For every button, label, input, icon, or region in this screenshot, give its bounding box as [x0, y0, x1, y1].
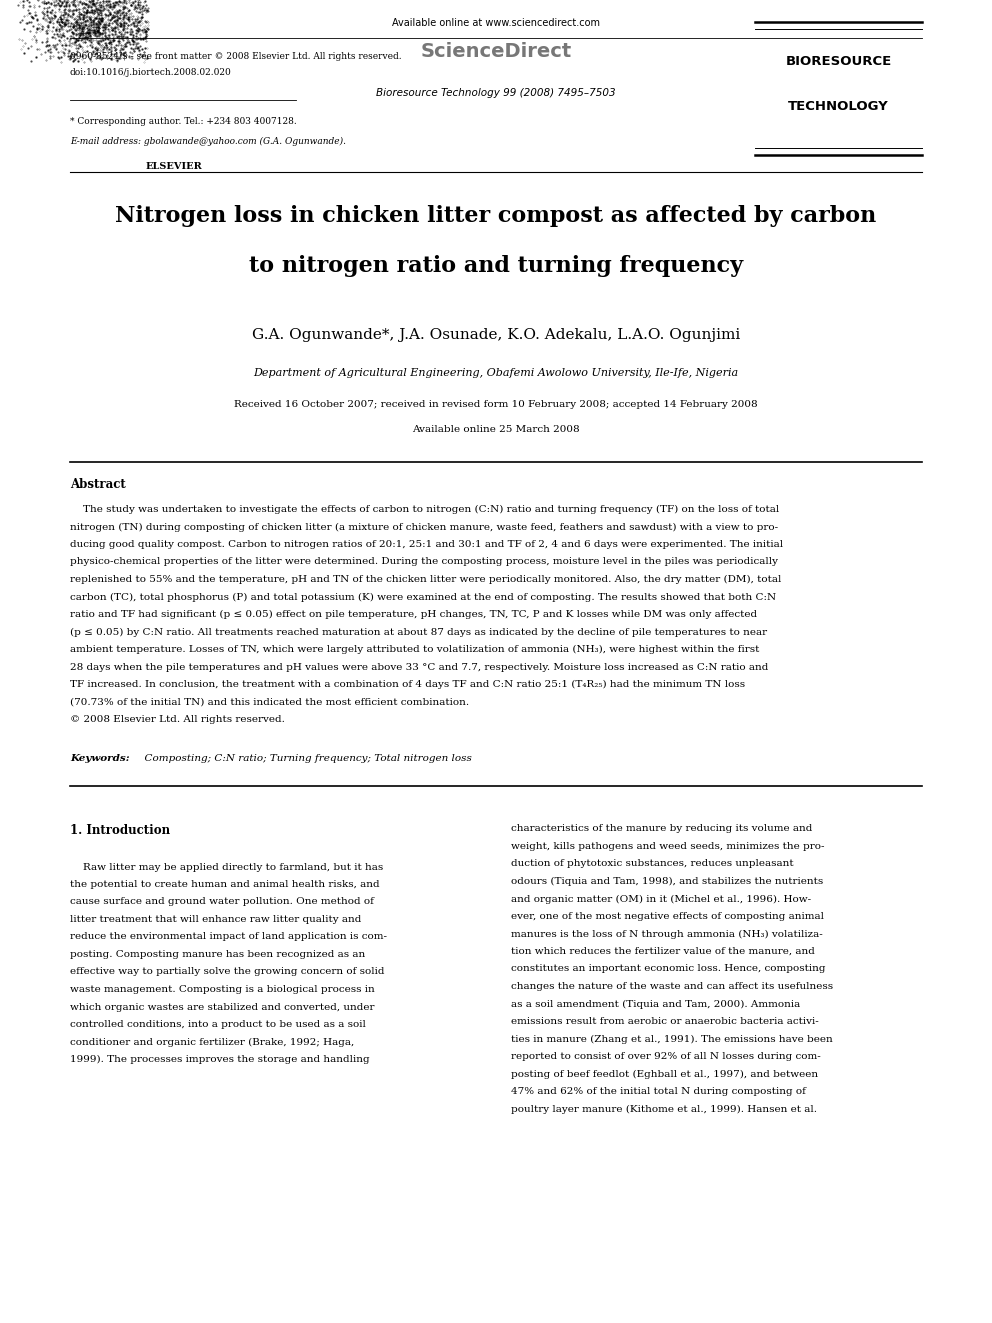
- Text: posting of beef feedlot (Eghball et al., 1997), and between: posting of beef feedlot (Eghball et al.,…: [511, 1069, 818, 1078]
- Text: ties in manure (Zhang et al., 1991). The emissions have been: ties in manure (Zhang et al., 1991). The…: [511, 1035, 832, 1044]
- Text: posting. Composting manure has been recognized as an: posting. Composting manure has been reco…: [70, 950, 365, 959]
- Text: 1999). The processes improves the storage and handling: 1999). The processes improves the storag…: [70, 1054, 370, 1064]
- Text: E-mail address: gbolawande@yahoo.com (G.A. Ogunwande).: E-mail address: gbolawande@yahoo.com (G.…: [70, 138, 346, 146]
- Text: carbon (TC), total phosphorus (P) and total potassium (K) were examined at the e: carbon (TC), total phosphorus (P) and to…: [70, 593, 776, 602]
- Text: controlled conditions, into a product to be used as a soil: controlled conditions, into a product to…: [70, 1020, 366, 1029]
- Text: 0960-8524/$ - see front matter © 2008 Elsevier Ltd. All rights reserved.: 0960-8524/$ - see front matter © 2008 El…: [70, 52, 402, 61]
- Text: litter treatment that will enhance raw litter quality and: litter treatment that will enhance raw l…: [70, 916, 361, 923]
- Text: replenished to 55% and the temperature, pH and TN of the chicken litter were per: replenished to 55% and the temperature, …: [70, 576, 782, 585]
- Text: TECHNOLOGY: TECHNOLOGY: [788, 101, 889, 112]
- Text: the potential to create human and animal health risks, and: the potential to create human and animal…: [70, 880, 380, 889]
- Text: (p ≤ 0.05) by C:N ratio. All treatments reached maturation at about 87 days as i: (p ≤ 0.05) by C:N ratio. All treatments …: [70, 627, 767, 636]
- Text: duction of phytotoxic substances, reduces unpleasant: duction of phytotoxic substances, reduce…: [511, 860, 794, 868]
- Text: cause surface and ground water pollution. One method of: cause surface and ground water pollution…: [70, 897, 374, 906]
- Text: 1. Introduction: 1. Introduction: [70, 824, 170, 837]
- Text: 47% and 62% of the initial total N during composting of: 47% and 62% of the initial total N durin…: [511, 1088, 806, 1095]
- Text: 28 days when the pile temperatures and pH values were above 33 °C and 7.7, respe: 28 days when the pile temperatures and p…: [70, 663, 769, 672]
- Text: characteristics of the manure by reducing its volume and: characteristics of the manure by reducin…: [511, 824, 812, 833]
- Text: effective way to partially solve the growing concern of solid: effective way to partially solve the gro…: [70, 967, 385, 976]
- Text: (70.73% of the initial TN) and this indicated the most efficient combination.: (70.73% of the initial TN) and this indi…: [70, 697, 469, 706]
- Text: Abstract: Abstract: [70, 478, 126, 491]
- Text: doi:10.1016/j.biortech.2008.02.020: doi:10.1016/j.biortech.2008.02.020: [70, 67, 232, 77]
- Text: manures is the loss of N through ammonia (NH₃) volatiliza-: manures is the loss of N through ammonia…: [511, 930, 822, 938]
- Text: changes the nature of the waste and can affect its usefulness: changes the nature of the waste and can …: [511, 982, 833, 991]
- Text: nitrogen (TN) during composting of chicken litter (a mixture of chicken manure, : nitrogen (TN) during composting of chick…: [70, 523, 778, 532]
- Text: as a soil amendment (Tiquia and Tam, 2000). Ammonia: as a soil amendment (Tiquia and Tam, 200…: [511, 999, 801, 1008]
- Text: ratio and TF had significant (p ≤ 0.05) effect on pile temperature, pH changes, : ratio and TF had significant (p ≤ 0.05) …: [70, 610, 757, 619]
- Text: ScienceDirect: ScienceDirect: [421, 42, 571, 61]
- Text: © 2008 Elsevier Ltd. All rights reserved.: © 2008 Elsevier Ltd. All rights reserved…: [70, 714, 285, 724]
- Text: * Corresponding author. Tel.: +234 803 4007128.: * Corresponding author. Tel.: +234 803 4…: [70, 116, 297, 126]
- Text: ambient temperature. Losses of TN, which were largely attributed to volatilizati: ambient temperature. Losses of TN, which…: [70, 646, 759, 654]
- Text: emissions result from aerobic or anaerobic bacteria activi-: emissions result from aerobic or anaerob…: [511, 1017, 818, 1027]
- Text: waste management. Composting is a biological process in: waste management. Composting is a biolog…: [70, 986, 375, 994]
- Text: and organic matter (OM) in it (Michel et al., 1996). How-: and organic matter (OM) in it (Michel et…: [511, 894, 811, 904]
- Text: Department of Agricultural Engineering, Obafemi Awolowo University, Ile-Ife, Nig: Department of Agricultural Engineering, …: [253, 368, 739, 378]
- Text: physico-chemical properties of the litter were determined. During the composting: physico-chemical properties of the litte…: [70, 557, 778, 566]
- Text: ever, one of the most negative effects of composting animal: ever, one of the most negative effects o…: [511, 912, 824, 921]
- Text: Composting; C:N ratio; Turning frequency; Total nitrogen loss: Composting; C:N ratio; Turning frequency…: [138, 754, 472, 763]
- Text: Nitrogen loss in chicken litter compost as affected by carbon: Nitrogen loss in chicken litter compost …: [115, 205, 877, 228]
- Text: ELSEVIER: ELSEVIER: [145, 161, 202, 171]
- Text: The study was undertaken to investigate the effects of carbon to nitrogen (C:N) : The study was undertaken to investigate …: [70, 505, 780, 515]
- Text: tion which reduces the fertilizer value of the manure, and: tion which reduces the fertilizer value …: [511, 947, 814, 957]
- Text: Bioresource Technology 99 (2008) 7495–7503: Bioresource Technology 99 (2008) 7495–75…: [376, 89, 616, 98]
- Text: reported to consist of over 92% of all N losses during com-: reported to consist of over 92% of all N…: [511, 1052, 820, 1061]
- Text: which organic wastes are stabilized and converted, under: which organic wastes are stabilized and …: [70, 1003, 375, 1012]
- Text: Available online at www.sciencedirect.com: Available online at www.sciencedirect.co…: [392, 19, 600, 28]
- Text: Received 16 October 2007; received in revised form 10 February 2008; accepted 14: Received 16 October 2007; received in re…: [234, 400, 758, 409]
- Text: poultry layer manure (Kithome et al., 1999). Hansen et al.: poultry layer manure (Kithome et al., 19…: [511, 1105, 817, 1114]
- Text: conditioner and organic fertilizer (Brake, 1992; Haga,: conditioner and organic fertilizer (Brak…: [70, 1037, 354, 1046]
- Text: reduce the environmental impact of land application is com-: reduce the environmental impact of land …: [70, 933, 387, 942]
- Text: Raw litter may be applied directly to farmland, but it has: Raw litter may be applied directly to fa…: [70, 863, 383, 872]
- Text: BIORESOURCE: BIORESOURCE: [786, 56, 892, 67]
- Text: to nitrogen ratio and turning frequency: to nitrogen ratio and turning frequency: [249, 255, 743, 277]
- Text: Available online 25 March 2008: Available online 25 March 2008: [413, 425, 579, 434]
- Text: Keywords:: Keywords:: [70, 754, 130, 763]
- Text: weight, kills pathogens and weed seeds, minimizes the pro-: weight, kills pathogens and weed seeds, …: [511, 841, 824, 851]
- Text: TF increased. In conclusion, the treatment with a combination of 4 days TF and C: TF increased. In conclusion, the treatme…: [70, 680, 745, 689]
- Text: odours (Tiquia and Tam, 1998), and stabilizes the nutrients: odours (Tiquia and Tam, 1998), and stabi…: [511, 877, 823, 886]
- Text: ducing good quality compost. Carbon to nitrogen ratios of 20:1, 25:1 and 30:1 an: ducing good quality compost. Carbon to n…: [70, 540, 783, 549]
- Text: constitutes an important economic loss. Hence, composting: constitutes an important economic loss. …: [511, 964, 825, 974]
- Text: G.A. Ogunwande*, J.A. Osunade, K.O. Adekalu, L.A.O. Ogunjimi: G.A. Ogunwande*, J.A. Osunade, K.O. Adek…: [252, 328, 740, 343]
